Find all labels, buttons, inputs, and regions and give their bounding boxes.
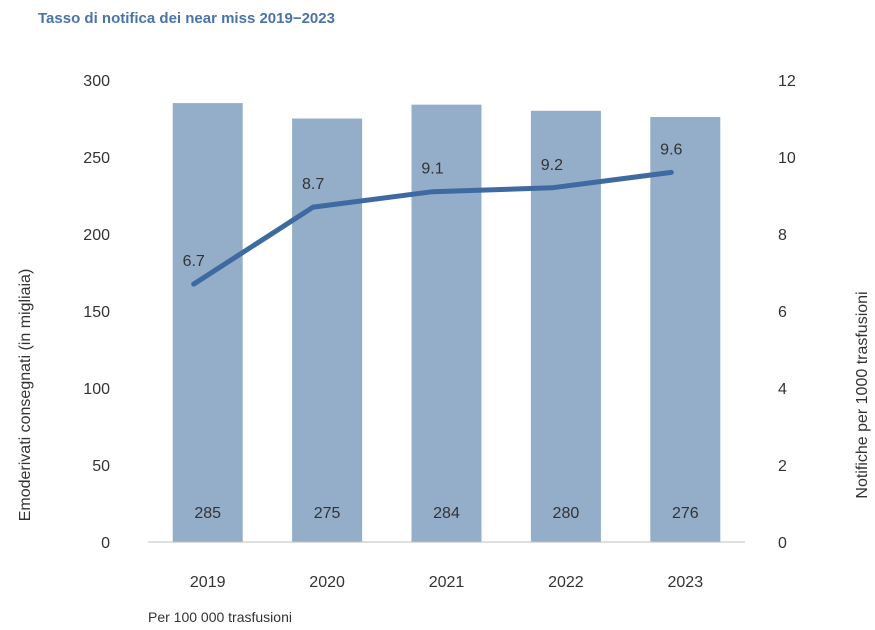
y-right-tick-label: 2: [778, 458, 787, 475]
y-left-tick-label: 200: [83, 227, 110, 244]
y-right-tick-label: 0: [778, 535, 787, 552]
bar-2021: [411, 104, 482, 542]
line-value-label-2020: 8.7: [302, 176, 324, 193]
line-value-label-2021: 9.1: [421, 161, 443, 178]
bar-2022: [530, 110, 601, 543]
line-layer: [191, 169, 674, 287]
y-right-tick-label: 6: [778, 304, 787, 321]
bar-2020: [292, 118, 363, 542]
y-axis-left-title: Emoderivati consegnati (in migliaia): [17, 269, 34, 522]
y-right-tick-label: 10: [778, 150, 796, 167]
bar-value-label-2020: 275: [314, 505, 341, 522]
x-tick-label-2023: 2023: [668, 574, 704, 591]
bar-value-label-2021: 284: [433, 505, 460, 522]
y-left-tick-label: 250: [83, 150, 110, 167]
chart-title: Tasso di notifica dei near miss 2019−202…: [38, 10, 335, 27]
bar-2023: [650, 116, 721, 543]
bar-value-label-2019: 285: [194, 505, 221, 522]
x-tick-label-2019: 2019: [190, 574, 226, 591]
left-axis: 0 50 100 150 200 250 300: [83, 73, 110, 552]
line-value-label-2019: 6.7: [183, 253, 205, 270]
x-tick-label-2020: 2020: [309, 574, 345, 591]
y-left-tick-label: 150: [83, 304, 110, 321]
chart-footnote: Per 100 000 trasfusioni: [148, 609, 292, 625]
bar-value-label-2023: 276: [672, 505, 699, 522]
line-value-label-2022: 9.2: [541, 157, 563, 174]
x-tick-label-2021: 2021: [429, 574, 465, 591]
bars-layer: [172, 103, 721, 543]
y-left-tick-label: 100: [83, 381, 110, 398]
y-right-tick-label: 8: [778, 227, 787, 244]
line-series-notifiche: [191, 169, 674, 287]
data-labels-layer: 285 275 284 280 276 6.7 8.7 9.1 9.2 9.6: [183, 141, 699, 522]
y-left-tick-label: 50: [92, 458, 110, 475]
y-left-tick-label: 300: [83, 73, 110, 90]
right-axis: 0 2 4 6 8 10 12: [778, 73, 796, 552]
y-right-tick-label: 12: [778, 73, 796, 90]
line-value-label-2023: 9.6: [660, 141, 682, 158]
bar-2019: [172, 103, 243, 542]
y-left-tick-label: 0: [101, 535, 110, 552]
x-axis: 2019 2020 2021 2022 2023: [190, 574, 703, 591]
x-tick-label-2022: 2022: [548, 574, 584, 591]
y-axis-right-title: Notifiche per 1000 trasfusioni: [854, 291, 871, 498]
bar-value-label-2022: 280: [553, 505, 580, 522]
y-right-tick-label: 4: [778, 381, 787, 398]
